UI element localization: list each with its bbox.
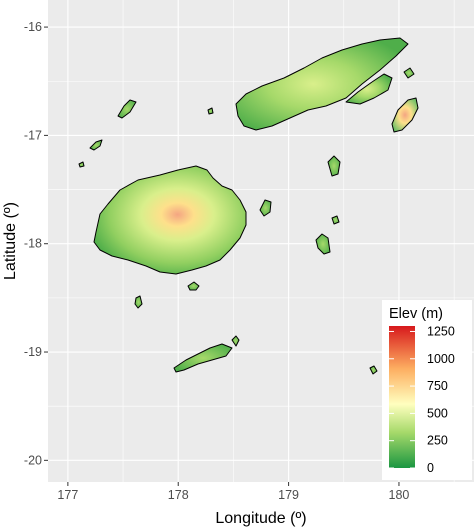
legend-tick-label: 0: [427, 461, 434, 475]
legend-tick-label: 750: [427, 379, 448, 393]
x-tick-label: 180: [389, 488, 410, 502]
legend-tick-label: 250: [427, 434, 448, 448]
y-tick-label: -19: [24, 345, 42, 359]
y-tick-label: -17: [24, 128, 42, 142]
island-small-nw: [207, 107, 214, 115]
island-shapes: [78, 37, 419, 375]
x-axis-title: Longitude (º): [215, 510, 306, 527]
island-waya: [89, 139, 103, 151]
y-axis-title: Latitude (º): [2, 202, 19, 280]
x-tick-label: 179: [278, 488, 299, 502]
legend-tick-label: 1000: [427, 352, 455, 366]
island-vanua-levu-tail: [345, 73, 393, 105]
y-tick-label: -18: [24, 237, 42, 251]
x-tick-label: 178: [168, 488, 189, 502]
island-lau-south: [369, 365, 378, 375]
legend-tick-label: 500: [427, 406, 448, 420]
elevation-legend: Elev (m) 1250 1000 750 500 250 0: [382, 300, 472, 480]
island-taveuni: [391, 97, 419, 133]
y-axis-ticks: -16 -17 -18 -19 -20: [24, 20, 48, 467]
legend-tick-label: 1250: [427, 324, 455, 338]
island-ono: [231, 335, 240, 347]
x-tick-label: 177: [57, 488, 78, 502]
island-yasawa: [117, 99, 137, 119]
island-islet-west: [78, 161, 85, 168]
island-nairai: [331, 215, 340, 225]
y-tick-label: -16: [24, 20, 42, 34]
island-beqa: [187, 281, 200, 291]
island-small-e1: [403, 67, 415, 79]
island-vatulele: [134, 295, 143, 309]
legend-title: Elev (m): [389, 306, 443, 322]
island-vanua-levu: [235, 37, 409, 131]
island-koro: [315, 233, 331, 255]
legend-colorbar: [389, 326, 415, 468]
island-kadavu: [173, 343, 233, 373]
island-gau: [327, 155, 341, 177]
legend-ticks: 1250 1000 750 500 250 0: [389, 324, 455, 475]
x-axis-ticks: 177 178 179 180: [57, 482, 409, 502]
y-tick-label: -20: [24, 453, 42, 467]
island-ovalau: [259, 199, 272, 217]
island-viti-levu: [93, 165, 247, 275]
